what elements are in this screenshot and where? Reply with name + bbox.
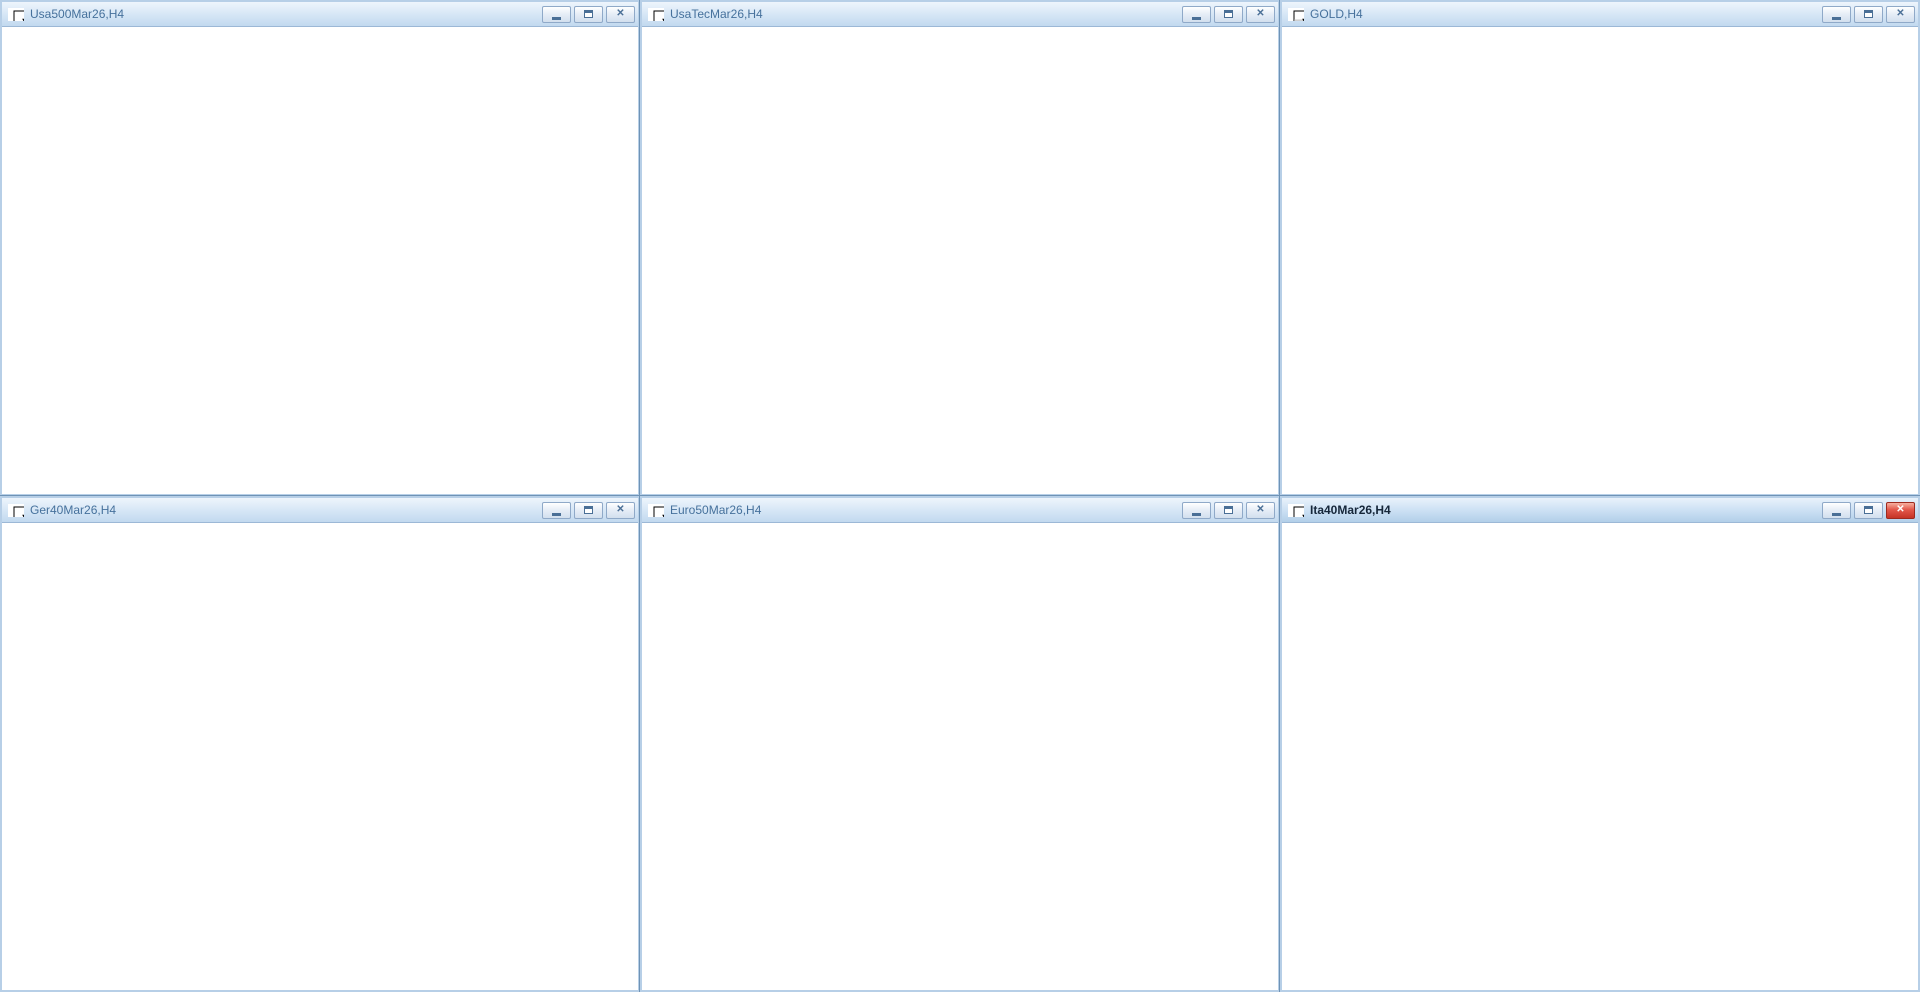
main-pane: [13, 10, 24, 21]
restore-button[interactable]: [1854, 501, 1883, 519]
ohlc-header: ▼ GOLD,H4 5077.55 5086.32 5074.01 5083.8…: [1300, 16, 1304, 21]
window-title: GOLD,H4: [1310, 7, 1363, 21]
minimize-icon: [1832, 16, 1841, 20]
chart-window-usa500[interactable]: ↓↑↓↑▼ Usa500Mar26,H4 6933.50 6936.50 693…: [0, 0, 641, 497]
close-icon: ✕: [1896, 504, 1905, 515]
chart-canvas[interactable]: [2, 27, 638, 494]
close-button[interactable]: ✕: [606, 501, 635, 519]
main-pane: [1293, 506, 1304, 517]
chart-window-ita40[interactable]: ↓↓↓↓↑▼ Ita40Mar26,H4 44945 44970 44930 4…: [1279, 495, 1920, 992]
restore-button[interactable]: [574, 501, 603, 519]
minimize-icon: [552, 16, 561, 20]
minimize-button[interactable]: [1822, 501, 1851, 519]
window-titlebar[interactable]: ↑↓↑▼ UsaTecMar26,H4 25667.75 25681.00 25…: [642, 2, 1278, 27]
candlestick-chart-icon: ↑↓↑▼ GOLD,H4 5077.55 5086.32 5074.01 508…: [1288, 7, 1304, 21]
minimize-button[interactable]: [542, 5, 571, 23]
window-titlebar[interactable]: ↓▼ Ger40Mar26,H4 24938.0 24967.0 24938.0…: [2, 498, 638, 523]
main-pane: [653, 506, 664, 517]
close-icon: ✕: [1256, 504, 1265, 515]
window-title: Ita40Mar26,H4: [1310, 503, 1391, 517]
ohlc-header: ▼ Ger40Mar26,H4 24938.0 24967.0 24938.0 …: [20, 512, 24, 517]
minimize-icon: [552, 512, 561, 516]
candlestick-chart-icon: ↑↓↓↑▼ Euro50Mar26,H4 5955 5960 5954 5958…: [648, 503, 664, 517]
main-pane: [1293, 10, 1304, 21]
close-button[interactable]: ✕: [1246, 501, 1275, 519]
minimize-button[interactable]: [1182, 5, 1211, 23]
restore-button[interactable]: [1214, 5, 1243, 23]
restore-button[interactable]: [574, 5, 603, 23]
restore-button[interactable]: [1214, 501, 1243, 519]
window-title: Usa500Mar26,H4: [30, 7, 125, 21]
main-pane: [13, 506, 24, 517]
chart-canvas[interactable]: [642, 27, 1278, 494]
chart-canvas[interactable]: [1282, 27, 1918, 494]
window-title: UsaTecMar26,H4: [670, 7, 763, 21]
ohlc-header: ▼ Euro50Mar26,H4 5955 5960 5954 5958: [660, 512, 664, 517]
minimize-button[interactable]: [1182, 501, 1211, 519]
main-pane: [653, 10, 664, 21]
window-titlebar[interactable]: ↓↑↓↑▼ Usa500Mar26,H4 6933.50 6936.50 693…: [2, 2, 638, 27]
restore-button[interactable]: [1854, 5, 1883, 23]
close-icon: ✕: [1896, 8, 1905, 19]
close-icon: ✕: [616, 8, 625, 19]
close-button[interactable]: ✕: [606, 5, 635, 23]
restore-icon: [1224, 506, 1233, 514]
chart-canvas[interactable]: [1282, 523, 1918, 990]
candlestick-chart-icon: ↓↑↓↑▼ Usa500Mar26,H4 6933.50 6936.50 693…: [8, 7, 24, 21]
candlestick-chart-icon: ↑↓↑▼ UsaTecMar26,H4 25667.75 25681.00 25…: [648, 7, 664, 21]
window-title: Ger40Mar26,H4: [30, 503, 117, 517]
minimize-button[interactable]: [542, 501, 571, 519]
ohlc-header: ▼ Usa500Mar26,H4 6933.50 6936.50 6932.50…: [20, 16, 24, 21]
chart-canvas[interactable]: [642, 523, 1278, 990]
chart-window-euro50[interactable]: ↑↓↓↑▼ Euro50Mar26,H4 5955 5960 5954 5958…: [639, 495, 1281, 992]
close-icon: ✕: [616, 504, 625, 515]
minimize-icon: [1832, 512, 1841, 516]
restore-icon: [1224, 10, 1233, 18]
chart-canvas[interactable]: [2, 523, 638, 990]
window-titlebar[interactable]: ↓↓↓↓↑▼ Ita40Mar26,H4 44945 44970 44930 4…: [1282, 498, 1918, 523]
chart-window-usatec[interactable]: ↑↓↑▼ UsaTecMar26,H4 25667.75 25681.00 25…: [639, 0, 1281, 497]
chart-window-gold[interactable]: ↑↓↑▼ GOLD,H4 5077.55 5086.32 5074.01 508…: [1279, 0, 1920, 497]
close-icon: ✕: [1256, 8, 1265, 19]
ohlc-header: ▼ Ita40Mar26,H4 44945 44970 44930 44945: [1300, 512, 1304, 517]
restore-icon: [584, 506, 593, 514]
minimize-icon: [1192, 512, 1201, 516]
candlestick-chart-icon: ↓▼ Ger40Mar26,H4 24938.0 24967.0 24938.0…: [8, 503, 24, 517]
chart-window-ger40[interactable]: ↓▼ Ger40Mar26,H4 24938.0 24967.0 24938.0…: [0, 495, 641, 992]
window-titlebar[interactable]: ↑↓↑▼ GOLD,H4 5077.55 5086.32 5074.01 508…: [1282, 2, 1918, 27]
window-titlebar[interactable]: ↑↓↓↑▼ Euro50Mar26,H4 5955 5960 5954 5958…: [642, 498, 1278, 523]
window-title: Euro50Mar26,H4: [670, 503, 762, 517]
close-button[interactable]: ✕: [1886, 5, 1915, 23]
candlestick-chart-icon: ↓↓↓↓↑▼ Ita40Mar26,H4 44945 44970 44930 4…: [1288, 503, 1304, 517]
close-button[interactable]: ✕: [1886, 501, 1915, 519]
restore-icon: [584, 10, 593, 18]
minimize-button[interactable]: [1822, 5, 1851, 23]
ohlc-header: ▼ UsaTecMar26,H4 25667.75 25681.00 25664…: [660, 16, 664, 21]
close-button[interactable]: ✕: [1246, 5, 1275, 23]
restore-icon: [1864, 10, 1873, 18]
minimize-icon: [1192, 16, 1201, 20]
restore-icon: [1864, 506, 1873, 514]
